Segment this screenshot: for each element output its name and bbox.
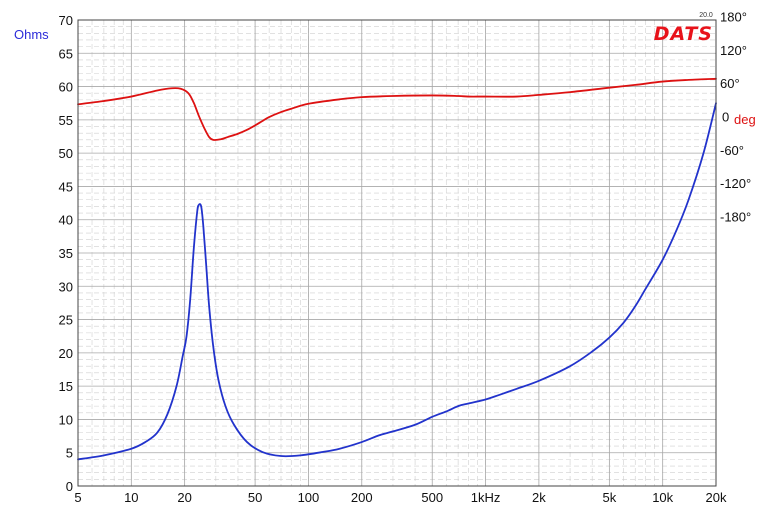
right-axis-tick-label: 0 <box>722 110 729 125</box>
x-axis-tick-label: 2k <box>532 490 546 505</box>
left-axis-tick-label: 5 <box>66 446 73 461</box>
series-layer <box>77 77 717 461</box>
right-axis-tick-label: -60° <box>720 143 744 158</box>
left-axis-tick-label: 30 <box>59 279 73 294</box>
left-axis-tick-label: 45 <box>59 179 73 194</box>
x-axis-tick-label: 5 <box>74 490 81 505</box>
left-axis-tick-label: 70 <box>59 13 73 28</box>
left-axis-ticks: 0 5 10 15 20 25 30 35 40 45 50 55 60 65 70 <box>59 13 73 494</box>
right-axis-ticks: 180° 120° 60° 0 -60° -120° -180° <box>720 10 751 225</box>
phase-curve <box>77 77 717 141</box>
left-axis-tick-label: 55 <box>59 113 73 128</box>
major-grid <box>78 20 716 486</box>
left-axis-tick-label: 60 <box>59 80 73 95</box>
left-axis-tick-label: 65 <box>59 46 73 61</box>
x-axis-tick-label: 10 <box>124 490 138 505</box>
x-axis-tick-label: 5k <box>602 490 616 505</box>
left-axis-tick-label: 35 <box>59 246 73 261</box>
right-axis-tick-label: -120° <box>720 176 751 191</box>
version-label: 20.0 <box>699 12 713 19</box>
plot-frame <box>77 19 717 487</box>
x-axis-tick-label: 10k <box>652 490 673 505</box>
left-axis-tick-label: 25 <box>59 313 73 328</box>
right-axis-label: deg <box>734 112 756 127</box>
x-axis-tick-label: 20 <box>177 490 191 505</box>
x-axis-tick-label: 500 <box>421 490 443 505</box>
left-axis-tick-label: 15 <box>59 379 73 394</box>
impedance-curve <box>77 102 717 461</box>
right-axis-tick-label: 60° <box>720 76 740 91</box>
right-axis-tick-label: 180° <box>720 10 747 25</box>
x-axis-tick-label: 1kHz <box>471 490 501 505</box>
x-axis-tick-label: 200 <box>351 490 373 505</box>
right-axis-tick-label: -180° <box>720 209 751 224</box>
left-axis-label: Ohms <box>14 27 49 42</box>
x-axis-tick-label: 100 <box>298 490 320 505</box>
right-axis-tick-label: 120° <box>720 43 747 58</box>
left-axis-tick-label: 50 <box>59 146 73 161</box>
x-axis-tick-label: 20k <box>706 490 727 505</box>
left-axis-tick-label: 0 <box>66 479 73 494</box>
left-axis-tick-label: 10 <box>59 412 73 427</box>
x-axis-tick-label: 50 <box>248 490 262 505</box>
dats-logo: DATS <box>654 23 713 45</box>
left-axis-tick-label: 20 <box>59 346 73 361</box>
x-axis-ticks: 5 10 20 50 100 200 500 1kHz 2k 5k 10k 20k <box>74 490 727 505</box>
left-axis-tick-label: 40 <box>59 213 73 228</box>
